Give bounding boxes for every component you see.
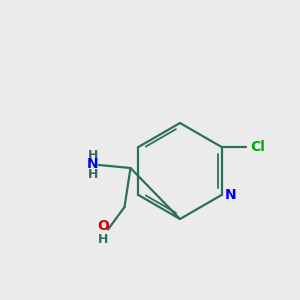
Text: O: O bbox=[98, 219, 110, 233]
Text: N: N bbox=[225, 188, 237, 202]
Text: H: H bbox=[88, 149, 98, 162]
Text: Cl: Cl bbox=[250, 140, 265, 154]
Text: H: H bbox=[98, 232, 109, 246]
Text: H: H bbox=[88, 167, 98, 181]
Text: N: N bbox=[87, 157, 99, 171]
